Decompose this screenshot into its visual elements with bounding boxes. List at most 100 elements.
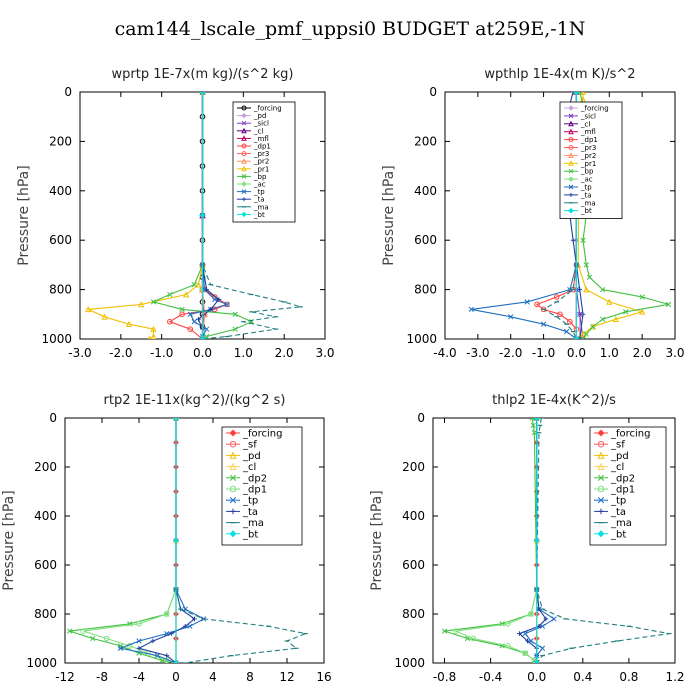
panel-1: wprtp 1E-7x(m kg)/(s^2 kg) -3.0 -2.0 -1.0 0.… bbox=[16, 67, 335, 360]
legend-label: _dp1 bbox=[242, 485, 267, 496]
data-point bbox=[534, 301, 540, 308]
x-tick-label: -4 bbox=[133, 670, 145, 684]
data-point bbox=[577, 287, 583, 292]
legend-marker bbox=[568, 152, 574, 158]
legend-label: _dp2 bbox=[242, 473, 267, 484]
legend-label: _pr2 bbox=[253, 158, 269, 166]
x-tick-label: 8 bbox=[246, 670, 254, 684]
legend-label: _dp1 bbox=[253, 143, 271, 151]
data-point bbox=[232, 326, 238, 332]
data-point bbox=[199, 92, 206, 96]
y-tick-label: 0 bbox=[429, 85, 437, 99]
data-point bbox=[505, 643, 511, 649]
data-point bbox=[639, 308, 646, 315]
legend-marker bbox=[241, 143, 247, 149]
legend-marker bbox=[568, 137, 574, 143]
data-point bbox=[101, 313, 108, 320]
data-point bbox=[573, 336, 580, 339]
legend-label: _ta bbox=[580, 191, 592, 199]
data-point bbox=[563, 328, 570, 335]
data-point bbox=[533, 659, 540, 663]
x-tick-label: -8 bbox=[96, 670, 108, 684]
series-line-dp1 bbox=[453, 418, 538, 663]
data-point bbox=[136, 621, 142, 627]
legend-label: _cl bbox=[242, 462, 256, 473]
data-point bbox=[90, 635, 96, 642]
data-point bbox=[85, 305, 92, 313]
data-point bbox=[580, 237, 586, 243]
legend-box bbox=[559, 101, 623, 219]
data-point bbox=[612, 315, 619, 323]
data-point bbox=[586, 274, 593, 280]
data-point bbox=[533, 537, 540, 544]
legend-label: _pd bbox=[242, 451, 261, 462]
x-tick-label: 1.0 bbox=[234, 346, 253, 360]
legend-label: _bp bbox=[253, 173, 267, 181]
y-axis-label: Pressure [hPa] bbox=[1, 490, 17, 590]
data-point bbox=[195, 281, 202, 288]
data-point bbox=[577, 311, 583, 317]
legend-marker bbox=[597, 451, 605, 459]
x-tick-label: -12 bbox=[55, 670, 75, 684]
data-point bbox=[150, 299, 157, 305]
legend-marker bbox=[241, 151, 247, 157]
legend-marker bbox=[241, 174, 247, 179]
legend-marker bbox=[241, 112, 247, 119]
legend-label: _cl bbox=[580, 120, 590, 128]
data-point bbox=[606, 298, 613, 305]
legend-marker bbox=[241, 105, 247, 111]
legend-marker bbox=[229, 440, 237, 448]
legend-label: _forcing bbox=[610, 429, 651, 440]
x-tick-label: 0.4 bbox=[573, 670, 592, 684]
y-tick-label: 200 bbox=[402, 460, 425, 474]
data-point bbox=[167, 318, 173, 325]
legend-marker bbox=[241, 135, 247, 141]
data-point bbox=[169, 631, 174, 636]
data-point bbox=[201, 310, 208, 318]
legend-marker bbox=[242, 197, 246, 202]
data-point bbox=[224, 301, 230, 308]
legend-marker bbox=[597, 440, 605, 448]
data-point bbox=[183, 291, 190, 298]
data-point bbox=[136, 638, 142, 644]
data-point bbox=[505, 621, 511, 627]
legend-marker bbox=[241, 211, 247, 218]
legend: _forcing_sicl_cl_mfl_dp1_pr3_pr2_pr1_bp_… bbox=[559, 101, 623, 219]
y-tick-label: 400 bbox=[414, 184, 437, 198]
data-point bbox=[179, 311, 185, 318]
panel-4: thlp2 1E-4x(K^2)/s -0.8 -0.4 0.0 0.4 0.8 1.2 0 2… bbox=[369, 393, 685, 684]
legend-label: _sicl bbox=[580, 112, 596, 120]
data-point bbox=[522, 650, 528, 657]
legend-marker bbox=[241, 189, 247, 194]
data-point bbox=[534, 418, 540, 421]
legend-marker bbox=[229, 462, 237, 470]
data-point bbox=[600, 316, 606, 322]
data-point bbox=[577, 336, 583, 339]
legend-marker bbox=[229, 451, 237, 459]
data-point bbox=[583, 262, 589, 268]
y-tick-label: 400 bbox=[34, 509, 57, 523]
legend-marker bbox=[241, 127, 247, 134]
data-point bbox=[589, 323, 596, 330]
y-tick-label: 0 bbox=[49, 411, 57, 425]
data-point bbox=[517, 631, 522, 636]
data-point bbox=[468, 306, 474, 313]
legend-marker bbox=[241, 181, 247, 187]
data-point bbox=[540, 321, 547, 327]
y-axis-label: Pressure [hPa] bbox=[16, 165, 32, 265]
legend-marker bbox=[597, 474, 605, 481]
x-tick-label: 0 bbox=[172, 670, 180, 684]
legend-marker bbox=[568, 105, 574, 111]
data-point bbox=[172, 537, 180, 544]
y-tick-label: 600 bbox=[49, 233, 72, 247]
data-point bbox=[453, 628, 459, 634]
data-point bbox=[529, 418, 535, 421]
legend-marker bbox=[568, 120, 574, 127]
legend-marker bbox=[597, 429, 605, 437]
legend-marker bbox=[230, 508, 236, 515]
data-point bbox=[163, 611, 170, 617]
data-point bbox=[525, 638, 530, 644]
legend-label: _pd bbox=[253, 112, 266, 120]
y-tick-label: 200 bbox=[49, 134, 72, 148]
